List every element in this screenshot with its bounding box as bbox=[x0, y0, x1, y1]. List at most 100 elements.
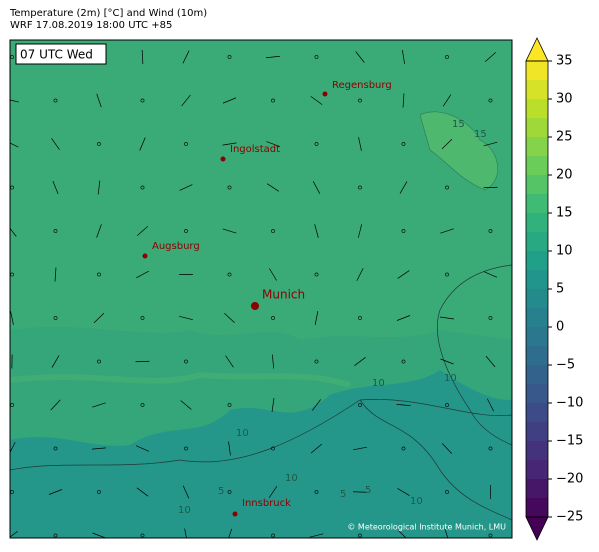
contour-label: 10 bbox=[285, 473, 298, 484]
calm-marker bbox=[445, 185, 449, 190]
wind-barb bbox=[358, 137, 362, 151]
wind-barb bbox=[440, 358, 454, 365]
colorbar-tick-label: −20 bbox=[556, 472, 583, 487]
wind-barb bbox=[487, 398, 494, 412]
wind-barb bbox=[228, 441, 231, 456]
city-dot bbox=[322, 91, 328, 97]
wind-barb bbox=[309, 533, 324, 538]
wind-barb bbox=[10, 99, 19, 103]
wind-barb bbox=[182, 485, 190, 499]
calm-marker bbox=[184, 142, 188, 146]
wind-barb bbox=[396, 315, 411, 321]
colorbar-band bbox=[526, 194, 548, 214]
wind-barb bbox=[179, 184, 193, 191]
city-dot bbox=[232, 511, 238, 517]
wind-barb bbox=[141, 49, 144, 65]
wind-barb bbox=[353, 446, 367, 451]
wind-barb bbox=[355, 51, 365, 63]
calm-marker bbox=[488, 229, 493, 233]
colorbar-band bbox=[526, 460, 548, 480]
city-dot bbox=[220, 156, 226, 162]
wind-barb bbox=[312, 399, 321, 411]
colorbar-band bbox=[526, 327, 548, 347]
colorbar-band bbox=[526, 308, 548, 328]
colorbar-band bbox=[526, 175, 548, 195]
colorbar-tick-label: 0 bbox=[556, 320, 564, 335]
wind-barb bbox=[440, 228, 454, 234]
wind-barb bbox=[225, 355, 234, 368]
calm-marker bbox=[488, 533, 493, 538]
colorbar-band bbox=[526, 498, 548, 518]
wind-barb bbox=[484, 52, 497, 62]
calm-marker bbox=[97, 490, 101, 494]
wind-barb bbox=[266, 55, 280, 59]
wind-barb bbox=[184, 528, 187, 538]
colorbar-tick-label: −5 bbox=[556, 358, 575, 373]
contour-label: 5 bbox=[218, 486, 224, 497]
calm-marker bbox=[271, 316, 275, 320]
calm-marker bbox=[97, 142, 101, 146]
wind-barb bbox=[402, 93, 405, 108]
calm-marker bbox=[140, 98, 145, 103]
colorbar-band bbox=[526, 441, 548, 461]
time-box bbox=[15, 43, 107, 65]
colorbar-band bbox=[526, 99, 548, 119]
colorbar-tick-label: 25 bbox=[556, 130, 573, 145]
calm-marker bbox=[401, 229, 406, 233]
wind-barb bbox=[271, 398, 275, 412]
wind-barb bbox=[10, 311, 14, 325]
calm-marker bbox=[53, 316, 58, 320]
colorbar-extend-top bbox=[525, 37, 549, 62]
wind-barb bbox=[266, 183, 280, 192]
wind-barb bbox=[10, 142, 19, 148]
colorbar-band bbox=[526, 232, 548, 252]
wind-barb bbox=[444, 528, 449, 538]
contour-label: 5 bbox=[340, 489, 346, 500]
calm-marker bbox=[97, 359, 101, 364]
calm-marker bbox=[445, 490, 449, 494]
title: Temperature (2m) [°C] and Wind (10m) bbox=[9, 8, 207, 19]
calm-marker bbox=[445, 55, 449, 59]
calm-marker bbox=[227, 490, 232, 494]
contour-label: 10 bbox=[444, 373, 457, 384]
map-frame bbox=[9, 39, 513, 539]
colorbar-band bbox=[526, 213, 548, 233]
colorbar-band bbox=[526, 346, 548, 366]
calm-marker bbox=[271, 533, 275, 538]
colorbar-band bbox=[526, 251, 548, 271]
wind-barb bbox=[179, 315, 193, 321]
calm-marker bbox=[358, 403, 362, 407]
calm-marker bbox=[97, 272, 101, 277]
colorbar-band bbox=[526, 479, 548, 499]
wind-barb bbox=[397, 270, 410, 279]
colorbar-tick-label: 15 bbox=[556, 206, 573, 221]
calm-marker bbox=[271, 98, 275, 103]
wind-barb bbox=[441, 138, 453, 150]
wind-barb bbox=[396, 404, 411, 406]
wind-barb bbox=[10, 442, 16, 454]
wind-barb bbox=[312, 181, 321, 194]
colorbar-tick-label: 5 bbox=[556, 282, 564, 297]
wind-barb bbox=[50, 399, 61, 411]
time-label: 07 UTC Wed bbox=[20, 48, 93, 62]
calm-marker bbox=[53, 98, 58, 103]
wind-barb bbox=[222, 142, 237, 146]
colorbar-tick-label: −15 bbox=[556, 434, 583, 449]
wind-barb bbox=[10, 531, 18, 538]
calm-marker bbox=[227, 403, 232, 407]
calm-marker bbox=[227, 272, 232, 277]
calm-marker bbox=[140, 403, 145, 407]
wind-barb bbox=[269, 268, 277, 281]
wind-barb bbox=[222, 228, 237, 234]
wind-barb bbox=[399, 181, 408, 194]
wind-barb bbox=[440, 316, 454, 320]
calm-marker bbox=[358, 316, 362, 320]
wind-barb bbox=[442, 94, 452, 107]
calm-marker bbox=[401, 359, 406, 364]
wind-barb bbox=[483, 271, 498, 278]
city-label: Augsburg bbox=[152, 241, 200, 252]
contour-labels: 15 15 10 10 10 10 5 5 10 10 5 bbox=[178, 119, 487, 516]
calm-marker bbox=[140, 316, 145, 320]
